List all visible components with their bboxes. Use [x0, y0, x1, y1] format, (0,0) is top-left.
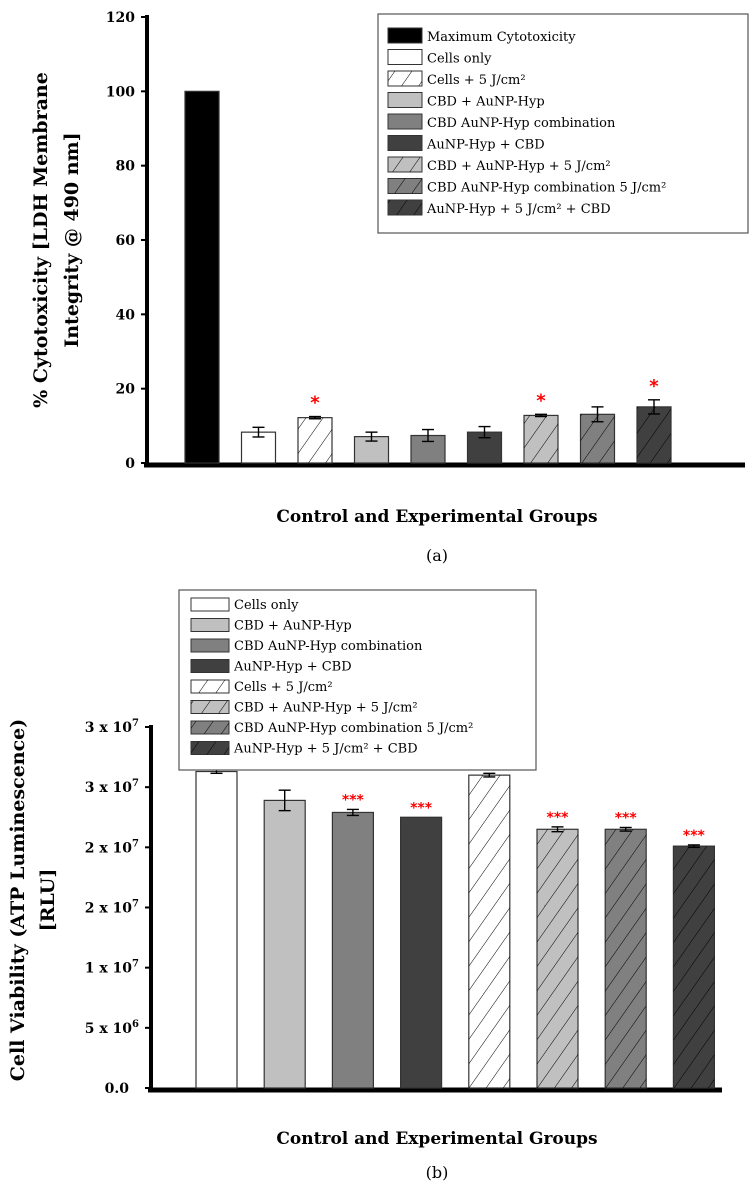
y-tick-label: 20: [116, 382, 136, 398]
legend-swatch-hatch: [191, 680, 229, 693]
legend-label: CBD + AuNP-Hyp: [234, 619, 352, 634]
significance-marker: *: [536, 390, 546, 411]
y-tick-label: 0: [125, 456, 135, 472]
legend-label: CBD + AuNP-Hyp + 5 J/cm²: [427, 159, 611, 174]
bar-2: [263, 799, 306, 1089]
y-tick-label: 2 x 107: [85, 838, 139, 856]
x-axis-label: Control and Experimental Groups: [276, 1129, 597, 1149]
legend-swatch: [387, 49, 423, 65]
bar-hatch-7: [605, 829, 647, 1088]
legend-label: Cells + 5 J/cm²: [427, 73, 526, 88]
y-tick-label: 120: [106, 10, 135, 26]
legend-swatch-hatch: [388, 178, 422, 194]
legend-swatch: [190, 597, 230, 612]
y-axis-label: [RLU]: [37, 869, 59, 932]
y-axis-label: Cell Viability (ATP Luminescence): [7, 719, 29, 1082]
legend-swatch: [190, 618, 230, 632]
significance-marker: ***: [547, 810, 570, 826]
bar-4: [400, 816, 443, 1089]
legend-box: [178, 589, 537, 771]
legend-swatch-hatch: [388, 71, 422, 86]
legend-label: CBD + AuNP-Hyp + 5 J/cm²: [234, 701, 418, 716]
bar-hatch-6: [537, 829, 578, 1088]
legend-label: AuNP-Hyp + 5 J/cm² + CBD: [426, 202, 611, 217]
y-tick-label: 5 x 106: [85, 1019, 139, 1037]
y-tick-label: 2 x 107: [85, 899, 139, 917]
panel-b-caption: (b): [426, 1163, 449, 1182]
y-tick-label: 60: [116, 233, 136, 249]
legend-label: AuNP-Hyp + 5 J/cm² + CBD: [233, 742, 418, 757]
panel-b-viability-chart: 0.0 5 x 106 1 x 107 2 x 107 2 x 107 3 x 107 3 …: [7, 589, 722, 1149]
bar-hatch-9: [637, 406, 671, 463]
bar-hatch-7: [524, 415, 558, 463]
panel-a-cytotoxicity-chart: 0 20 40 60 80 100 120 * * * Maximum Cytotoxicity Ce…: [30, 10, 749, 527]
y-tick-label: 100: [106, 84, 135, 100]
legend-swatch-hatch: [388, 157, 422, 172]
legend-swatch-hatch: [388, 200, 422, 215]
legend-swatch: [387, 92, 423, 108]
y-tick-label: 80: [116, 159, 136, 175]
legend-label: CBD AuNP-Hyp combination 5 J/cm²: [427, 181, 666, 196]
significance-marker: *: [310, 393, 320, 414]
legend-label: Cells + 5 J/cm²: [234, 680, 333, 695]
legend-label: AuNP-Hyp + CBD: [233, 660, 352, 675]
significance-marker: ***: [342, 792, 365, 808]
legend-label: CBD AuNP-Hyp combination: [427, 116, 616, 131]
y-axis-label: % Cytotoxicity [LDH Membrane: [30, 72, 52, 408]
y-tick-label: 0.0: [105, 1081, 130, 1097]
legend-swatch: [190, 638, 230, 653]
bar-1: [195, 770, 238, 1089]
significance-marker: ***: [410, 800, 433, 816]
y-axis-label: Integrity @ 490 nm]: [61, 132, 83, 347]
significance-marker: *: [649, 376, 659, 397]
y-tick-label: 3 x 107: [85, 778, 139, 796]
x-axis-label: Control and Experimental Groups: [276, 507, 597, 527]
bar-1: [184, 90, 220, 464]
legend-swatch: [387, 27, 423, 44]
legend-swatch: [387, 113, 423, 130]
legend-label: Cells only: [427, 52, 492, 67]
significance-marker: ***: [615, 810, 638, 826]
legend-label: AuNP-Hyp + CBD: [426, 138, 545, 153]
significance-marker: ***: [683, 828, 706, 844]
legend-swatch-hatch: [191, 700, 229, 714]
legend-swatch-hatch: [191, 741, 229, 755]
bar-hatch-3: [298, 417, 332, 463]
y-tick-label: 1 x 107: [85, 959, 139, 977]
legend-label: CBD AuNP-Hyp combination: [234, 639, 423, 654]
legend-label: Cells only: [234, 598, 299, 613]
bar-hatch-5: [468, 775, 510, 1088]
legend-label: CBD + AuNP-Hyp: [427, 95, 545, 110]
legend-label: Maximum Cytotoxicity: [427, 30, 576, 45]
legend-label: CBD AuNP-Hyp combination 5 J/cm²: [234, 721, 473, 736]
bar-3: [331, 811, 374, 1089]
legend-swatch-hatch: [191, 721, 229, 734]
y-tick-label: 3 x 107: [85, 718, 139, 736]
legend-box: [377, 13, 749, 234]
bar-hatch-8: [673, 846, 715, 1088]
legend-swatch: [190, 659, 230, 673]
panel-a-caption: (a): [426, 546, 448, 565]
y-tick-label: 40: [116, 307, 136, 323]
legend-swatch: [387, 135, 423, 151]
